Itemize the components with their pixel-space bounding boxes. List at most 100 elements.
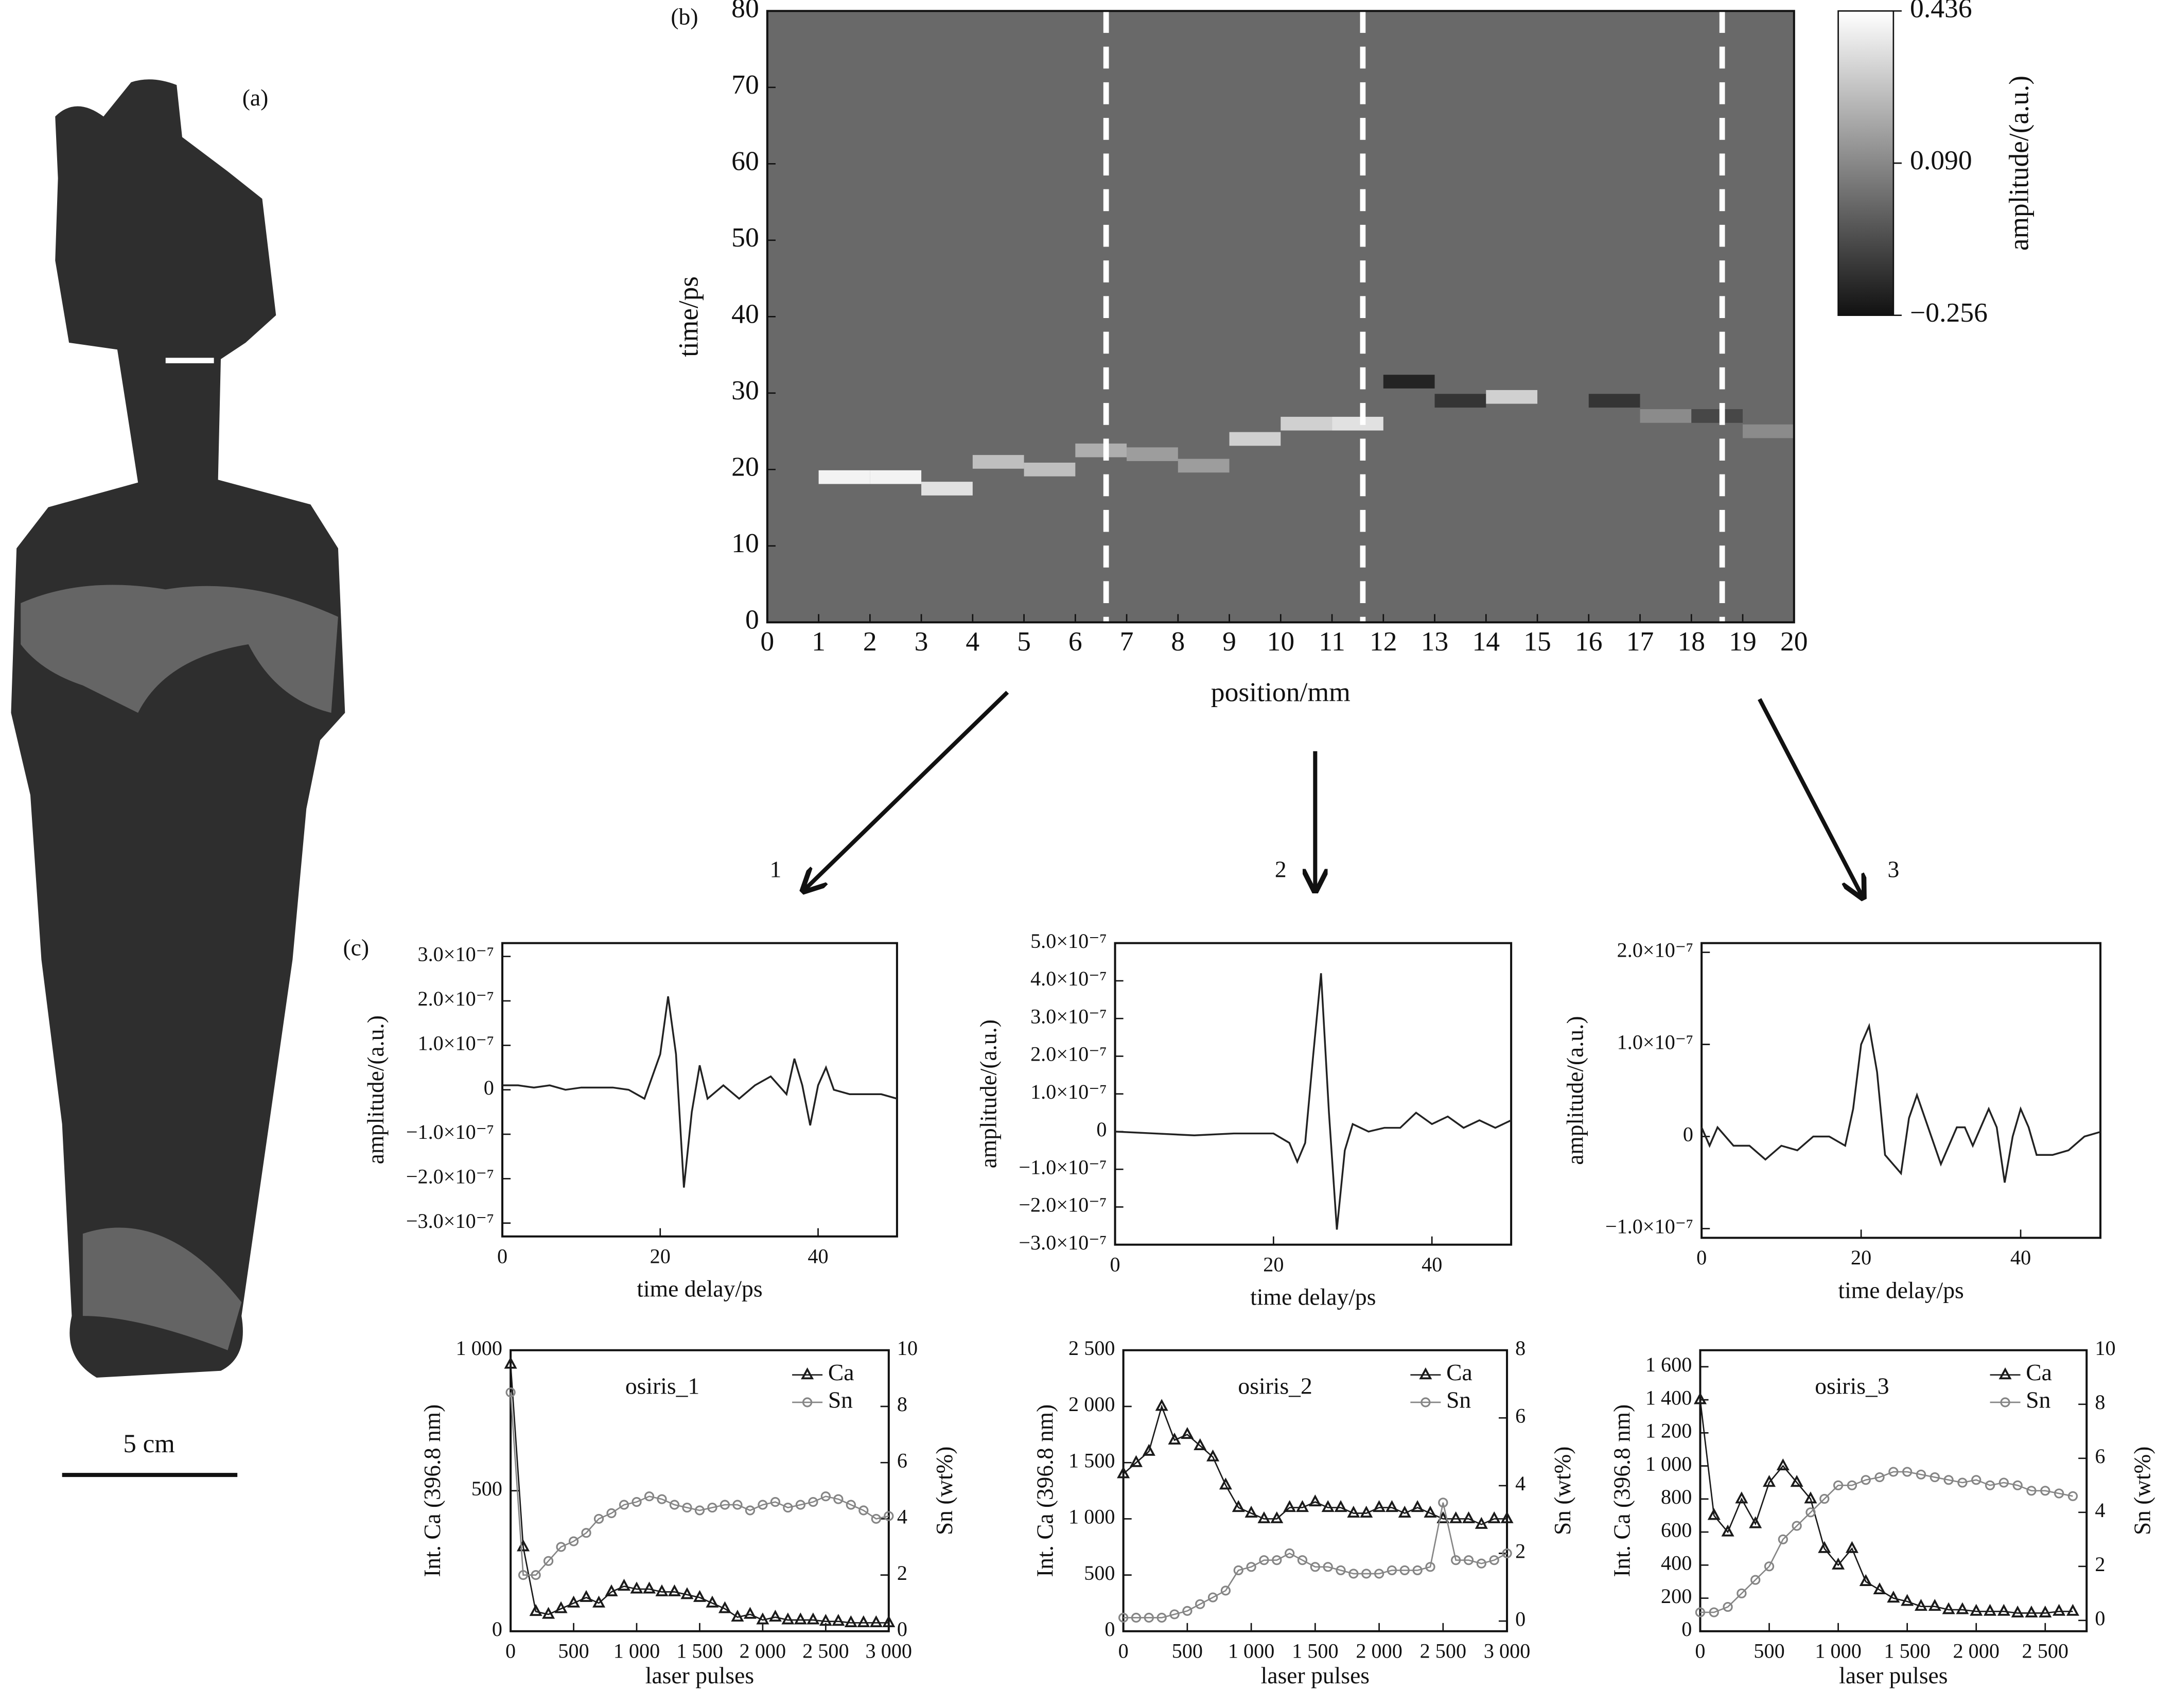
arrow-label: 3	[1887, 857, 1899, 883]
y-tick-label: 2 000	[1068, 1393, 1115, 1416]
y-tick-label: 0	[1681, 1617, 1692, 1641]
x-tick-label: 12	[1370, 626, 1397, 657]
arrow-label: 2	[1275, 857, 1287, 883]
y-tick-label: 2.0×10⁻⁷	[418, 987, 494, 1010]
series-line	[510, 1364, 889, 1624]
sn-point	[657, 1494, 667, 1504]
x-tick-label: 16	[1575, 626, 1603, 657]
x-axis-label: time delay/ps	[1250, 1284, 1376, 1310]
y2-tick-label: 6	[2095, 1445, 2105, 1468]
y-tick-label: 500	[471, 1477, 502, 1500]
ca-point	[567, 1595, 581, 1608]
sn-point	[1399, 1565, 1410, 1575]
legend-marker	[801, 1367, 814, 1380]
ca-point	[1244, 1505, 1258, 1518]
ca-point	[832, 1614, 845, 1626]
ca-point	[1321, 1500, 1335, 1512]
colorbar-tick-label: 0.436	[1910, 0, 1972, 23]
sn-point	[1374, 1569, 1384, 1579]
sn-point	[1916, 1469, 1926, 1480]
y-tick-label: 10	[731, 527, 759, 558]
sn-point	[1792, 1521, 1802, 1531]
sn-point	[669, 1500, 680, 1510]
ca-point	[844, 1615, 857, 1627]
sn-point	[1764, 1561, 1775, 1572]
echo-band	[1434, 394, 1486, 408]
y-tick-label: −1.0×10⁻⁷	[1605, 1215, 1693, 1238]
ca-point	[655, 1584, 669, 1596]
sn-point	[1259, 1555, 1269, 1565]
x-tick-label: 3 000	[1484, 1640, 1530, 1663]
sn-point	[694, 1505, 705, 1516]
sn-point	[1930, 1472, 1940, 1483]
plot-frame	[1114, 942, 1513, 1246]
x-tick-label: 500	[1172, 1640, 1203, 1663]
ca-point	[1487, 1511, 1501, 1523]
sn-point	[606, 1508, 617, 1519]
x-axis-label: laser pulses	[645, 1663, 754, 1688]
legend-marker	[2000, 1397, 2010, 1407]
sn-point	[1463, 1555, 1474, 1565]
y-tick-label: 0	[1096, 1118, 1107, 1141]
x-tick-label: 1 000	[1815, 1640, 1861, 1663]
y-tick-label: 1 600	[1645, 1353, 1692, 1376]
x-tick-label: 17	[1626, 626, 1654, 657]
sn-point	[1709, 1607, 1719, 1617]
sn-point	[846, 1500, 856, 1510]
echo-band	[1383, 375, 1435, 389]
x-tick-label: 40	[2010, 1246, 2031, 1269]
ca-point	[693, 1590, 706, 1602]
ca-point	[504, 1357, 517, 1369]
legend-marker	[1421, 1397, 1431, 1407]
ca-point	[768, 1609, 782, 1622]
x-tick-label: 7	[1120, 626, 1134, 657]
sn-point	[1156, 1612, 1167, 1623]
sn-point	[858, 1505, 869, 1516]
ca-point	[1270, 1511, 1284, 1523]
plot-frame	[1699, 1349, 2088, 1632]
sn-point	[644, 1491, 655, 1502]
sn-point	[1695, 1607, 1706, 1617]
ca-point	[1168, 1432, 1181, 1445]
ca-point	[819, 1614, 832, 1626]
sn-point	[1502, 1548, 1512, 1559]
legend-marker	[1998, 1367, 2012, 1380]
ca-point	[580, 1590, 593, 1602]
x-tick-label: 14	[1472, 626, 1500, 657]
y-tick-label: 0	[492, 1617, 502, 1641]
x-tick-label: 0	[497, 1245, 507, 1268]
ca-point	[1449, 1511, 1463, 1523]
echo-band	[1332, 416, 1383, 431]
ca-point	[1984, 1604, 1997, 1616]
echo-band	[1024, 463, 1076, 477]
x-axis-label: time delay/ps	[1838, 1277, 1963, 1303]
ca-point	[857, 1615, 870, 1627]
y-tick-label: −3.0×10⁻⁷	[406, 1209, 494, 1232]
ca-point	[1462, 1511, 1476, 1523]
sn-point	[581, 1528, 591, 1538]
heatmap-background	[767, 11, 1794, 623]
x-tick-label: 10	[1267, 626, 1295, 657]
y-tick-label: 800	[1661, 1485, 1692, 1508]
y-tick-label: 50	[731, 222, 759, 253]
echo-band	[818, 470, 870, 484]
sn-point	[1957, 1477, 1968, 1488]
sn-point	[2040, 1486, 2050, 1496]
sn-point	[745, 1505, 756, 1516]
sn-point	[1805, 1507, 1816, 1518]
y-tick-label: 1 000	[1068, 1505, 1115, 1528]
y2-tick-label: 0	[897, 1617, 907, 1641]
sn-point	[593, 1513, 604, 1524]
ca-point	[1693, 1392, 1707, 1404]
sn-point	[1902, 1467, 1913, 1477]
ca-point	[2039, 1605, 2052, 1618]
echo-band	[1691, 409, 1743, 423]
chart-title: osiris_1	[625, 1374, 699, 1399]
x-tick-label: 20	[650, 1245, 671, 1268]
series-line	[1700, 1471, 2073, 1613]
y-tick-label: 0	[1683, 1123, 1693, 1146]
sn-point	[820, 1491, 831, 1502]
y2-tick-label: 4	[897, 1505, 907, 1528]
sn-point	[505, 1387, 516, 1398]
